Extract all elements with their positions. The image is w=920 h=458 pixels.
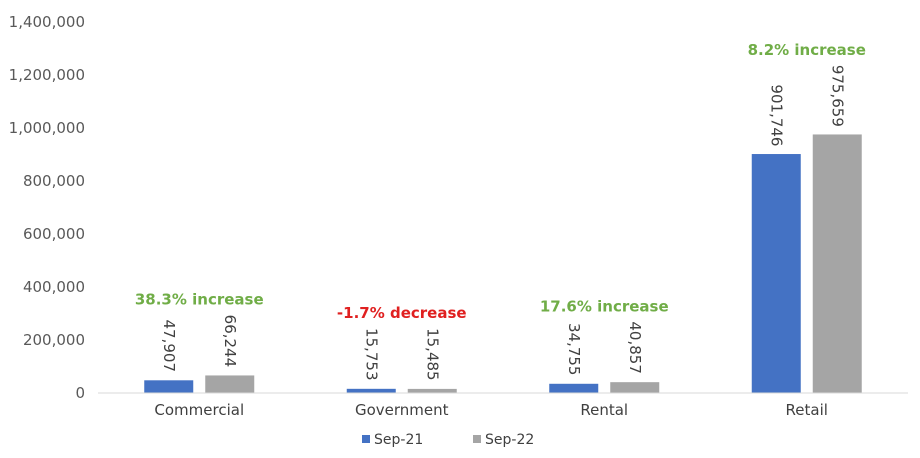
y-axis: 0 200,000 400,000 600,000 800,000 1,000,000 1,… — [9, 13, 85, 402]
bar-sep-21-rental — [549, 383, 599, 393]
data-label: 15,485 — [423, 328, 441, 381]
bar-sep-22-rental — [610, 382, 660, 393]
legend-label: Sep-22 — [485, 432, 534, 448]
annotation-label: -1.7% decrease — [337, 304, 467, 322]
legend-swatch — [362, 435, 370, 443]
x-tick-label: Government — [355, 401, 449, 419]
bar-sep-22-commercial — [205, 375, 255, 393]
legend-swatch — [473, 435, 481, 443]
annotation-label: 38.3% increase — [135, 291, 264, 309]
annotation-label: 17.6% increase — [540, 297, 669, 315]
y-tick-label: 0 — [75, 384, 85, 402]
data-label: 66,244 — [221, 315, 239, 368]
x-tick-label: Commercial — [154, 401, 244, 419]
y-tick-label: 600,000 — [23, 225, 85, 243]
bar-sep-21-government — [346, 388, 396, 393]
y-tick-label: 1,400,000 — [9, 13, 85, 31]
bar-sep-21-commercial — [144, 380, 194, 393]
data-label: 901,746 — [767, 84, 785, 146]
y-tick-label: 800,000 — [23, 172, 85, 190]
x-tick-label: Rental — [580, 401, 628, 419]
legend-label: Sep-21 — [374, 432, 423, 448]
annotation-label: 8.2% increase — [748, 41, 866, 59]
data-label: 975,659 — [828, 65, 846, 127]
data-label: 47,907 — [160, 320, 178, 373]
x-tick-label: Retail — [786, 401, 828, 419]
y-tick-label: 400,000 — [23, 278, 85, 296]
data-label: 15,753 — [362, 328, 380, 381]
bars: 47,907 66,244 15,753 15,485 34,755 40,857 901,… — [135, 41, 866, 393]
data-label: 34,755 — [565, 323, 583, 376]
legend: Sep-21 Sep-22 — [362, 432, 534, 448]
x-axis: Commercial Government Rental Retail — [98, 392, 908, 419]
bar-sep-22-retail — [812, 134, 862, 393]
y-tick-label: 1,000,000 — [9, 119, 85, 137]
y-tick-label: 1,200,000 — [9, 66, 85, 84]
bar-sep-21-retail — [751, 154, 801, 393]
bar-sep-22-government — [407, 388, 457, 393]
data-label: 40,857 — [626, 321, 644, 374]
y-tick-label: 200,000 — [23, 331, 85, 349]
